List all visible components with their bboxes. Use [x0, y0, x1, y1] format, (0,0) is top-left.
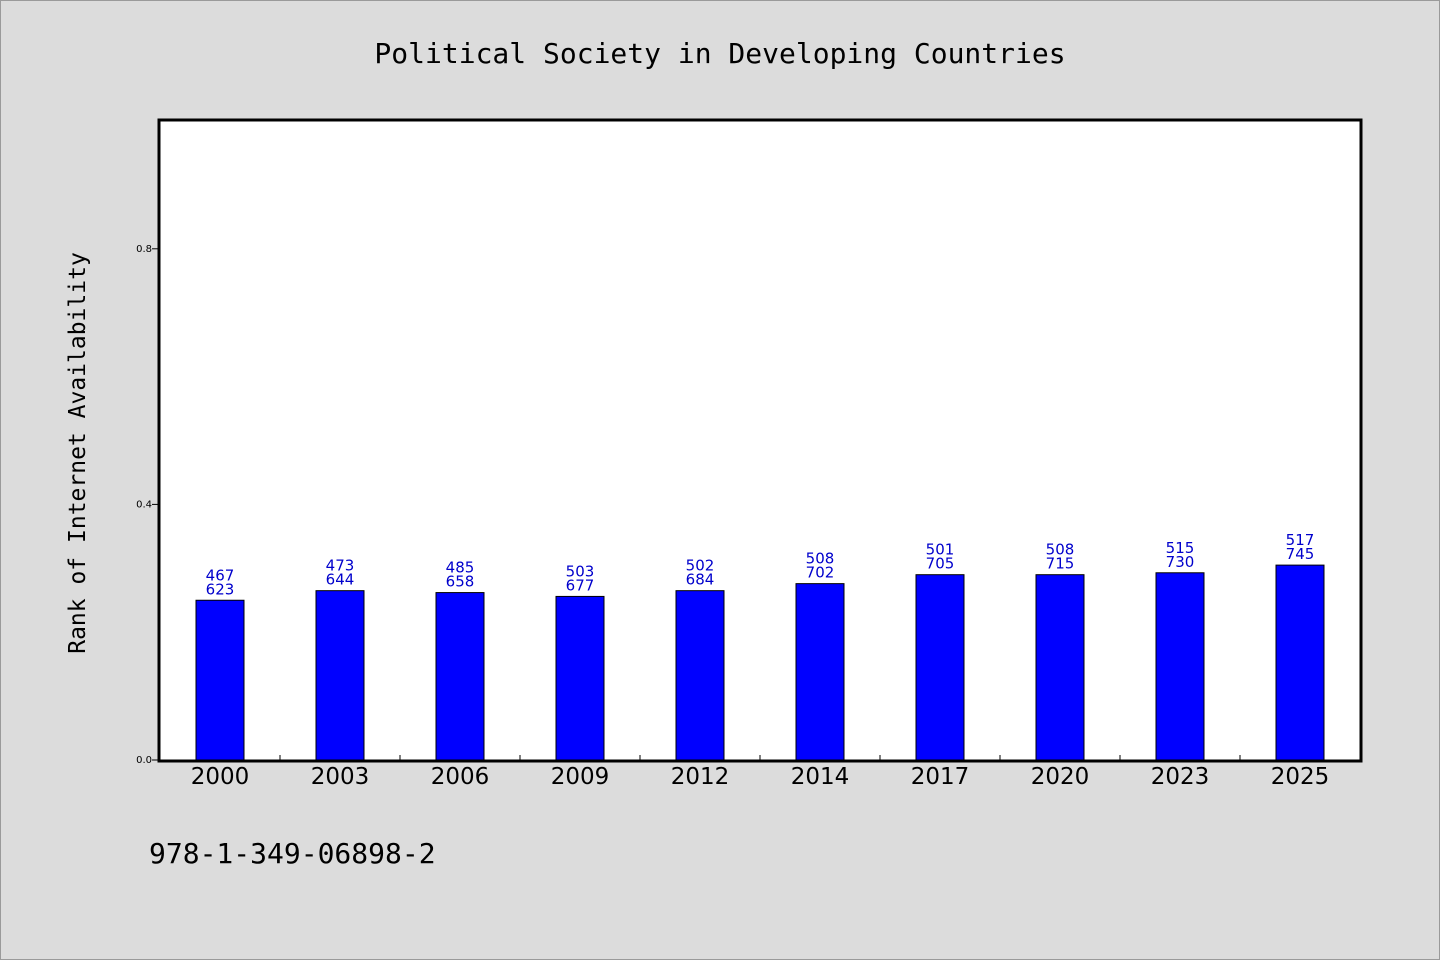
y-tick-label: 0.4: [136, 499, 152, 510]
x-tick-label-2014: 2014: [791, 764, 850, 790]
bar-label-top-2014: 508: [806, 550, 835, 568]
bar-label-top-2006: 485: [446, 559, 475, 577]
x-tick-label-2017: 2017: [911, 764, 970, 790]
bar-label-top-2000: 467: [206, 566, 235, 584]
y-tick-label: 0.0: [136, 755, 152, 766]
bar-label-bottom-2006: 658: [446, 573, 475, 591]
bar-label-bottom-2000: 623: [206, 580, 235, 598]
plot-frame: [157, 118, 1363, 763]
bar-label-bottom-2020: 715: [1046, 555, 1075, 573]
x-tick-label-2000: 2000: [191, 764, 250, 790]
bar-2006: [435, 592, 485, 761]
x-tick-label-2023: 2023: [1151, 764, 1210, 790]
bar-label-top-2012: 502: [686, 557, 715, 575]
chart-title: Political Society in Developing Countrie…: [374, 37, 1065, 70]
x-tick-label-2020: 2020: [1031, 764, 1090, 790]
bar-label-bottom-2009: 677: [566, 576, 595, 594]
bars: [195, 564, 1325, 761]
bar-label-top-2023: 515: [1166, 539, 1195, 557]
bar-label-top-2017: 501: [926, 541, 955, 559]
x-tick-label-2006: 2006: [431, 764, 490, 790]
x-tick-label-2003: 2003: [311, 764, 370, 790]
bar-2017: [915, 574, 965, 761]
x-tick-label-2012: 2012: [671, 764, 730, 790]
bar-2020: [1035, 574, 1085, 761]
bar-2025: [1275, 564, 1325, 761]
bar-2012: [675, 590, 725, 761]
y-axis-label: Rank of Internet Availability: [65, 252, 91, 654]
bar-2000: [195, 599, 245, 761]
bar-label-top-2003: 473: [326, 557, 355, 575]
bar-2003: [315, 590, 365, 761]
data-labels: 4676234736444856585036775026845087025017…: [206, 531, 1315, 598]
bar-label-bottom-2023: 730: [1166, 553, 1195, 571]
bar-label-bottom-2025: 745: [1286, 545, 1315, 563]
x-tick-label-2025: 2025: [1271, 764, 1330, 790]
bar-label-top-2009: 503: [566, 562, 595, 580]
bar-2023: [1155, 572, 1205, 761]
footer-isbn: 978-1-349-06898-2: [149, 837, 436, 870]
y-tick-label: 0.8: [136, 244, 152, 255]
bar-2014: [795, 583, 845, 761]
bar-label-bottom-2017: 705: [926, 555, 955, 573]
bar-label-top-2020: 508: [1046, 541, 1075, 559]
bar-label-bottom-2012: 684: [686, 571, 715, 589]
x-tick-labels: 2000 2003 2006 2009 2012 2014 2017 2020 2023 2025: [191, 764, 1330, 790]
bar-2009: [555, 595, 605, 761]
x-tick-label-2009: 2009: [551, 764, 610, 790]
bar-label-bottom-2014: 702: [806, 564, 835, 582]
bar-label-bottom-2003: 644: [326, 571, 355, 589]
bar-label-top-2025: 517: [1286, 531, 1315, 549]
